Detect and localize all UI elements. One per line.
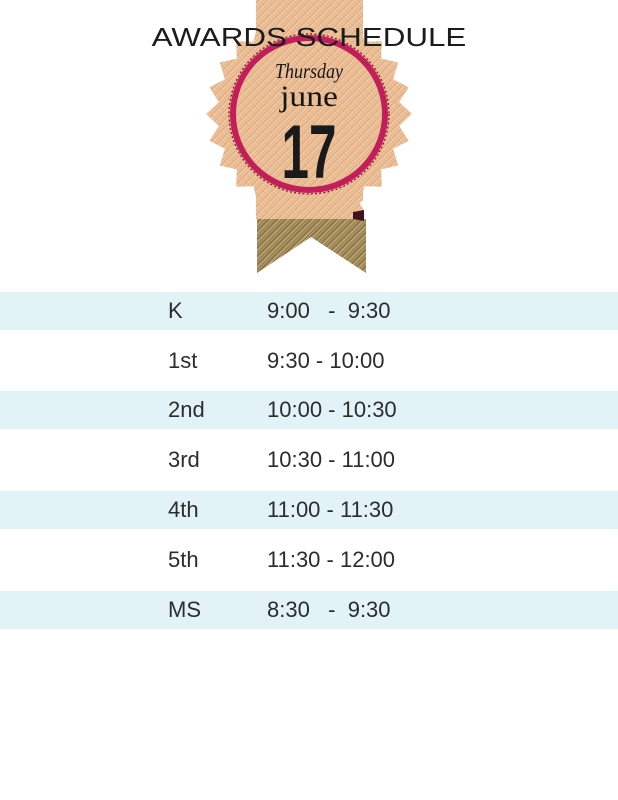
svg-text:AWARDS SCHEDULE: AWARDS SCHEDULE xyxy=(152,23,467,52)
svg-text:17: 17 xyxy=(282,109,337,194)
svg-text:june: june xyxy=(279,80,338,113)
